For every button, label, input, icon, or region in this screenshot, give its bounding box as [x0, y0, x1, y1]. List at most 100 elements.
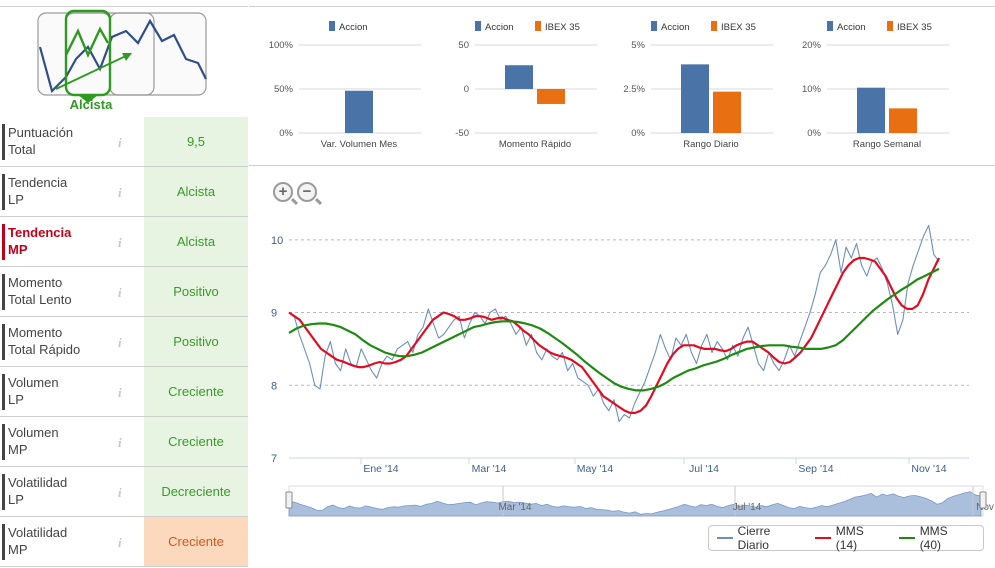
bar-ibex[interactable]: [889, 108, 917, 133]
mini-chart: 100% 50% 0% Accion Var. Volumen Mes: [249, 7, 429, 165]
x-axis-label: Rango Diario: [683, 139, 738, 150]
price-chart-plot: 10 9 8 7 Ene '14 Mar '14 May '14 Jul '14 Sep '14…: [271, 224, 994, 517]
y-tick-label: 5%: [631, 40, 645, 51]
metric-value: Positivo: [144, 267, 248, 316]
series-cierre-diario[interactable]: [288, 224, 940, 423]
price-chart[interactable]: + − 10 9 8 7 Ene '14 Mar '14 May '14 Jul '14 Sep…: [249, 168, 995, 568]
y-tick-label: 0%: [279, 128, 293, 139]
legend-label: Cierre Diario: [737, 524, 771, 552]
metric-label: Volatilidad MP: [8, 525, 68, 557]
legend-item-mms40[interactable]: MMS (40): [899, 524, 971, 552]
x-tick-label: Sep '14: [798, 463, 833, 475]
info-icon[interactable]: i: [118, 385, 122, 400]
x-tick-label: Mar '14: [472, 463, 507, 475]
series-mms14[interactable]: [288, 256, 940, 414]
metric-row: Volumen MP i Creciente: [0, 417, 248, 467]
row-marker: [2, 524, 5, 560]
row-marker: [2, 374, 5, 410]
mini-chart: 20% 10% 0% Accion IBEX 35 Rango Semanal: [777, 7, 957, 165]
y-tick-label: 7: [271, 453, 277, 465]
legend-swatch-icon: [711, 21, 717, 31]
metric-label: Volumen MP: [8, 425, 59, 457]
navigator-label: Mar '14: [498, 502, 531, 513]
legend-label[interactable]: Accion: [485, 22, 514, 33]
x-tick-label: Ene '14: [363, 463, 398, 475]
legend-label[interactable]: IBEX 35: [897, 22, 932, 33]
legend-label[interactable]: Accion: [837, 22, 866, 33]
line-swatch-icon: [815, 537, 831, 539]
legend-label[interactable]: Accion: [661, 22, 690, 33]
zoom-out-button[interactable]: −: [297, 182, 317, 202]
row-marker: [2, 174, 5, 210]
y-tick-label: 50: [458, 40, 469, 51]
row-marker: [2, 274, 5, 310]
x-tick-label: Nov '14: [911, 463, 946, 475]
row-marker: [2, 124, 5, 160]
bar-accion[interactable]: [505, 65, 533, 89]
metric-row: Volumen LP i Creciente: [0, 367, 248, 417]
info-icon[interactable]: i: [118, 435, 122, 450]
legend-label: MMS (14): [835, 524, 864, 552]
line-swatch-icon: [717, 537, 733, 539]
legend-swatch-icon: [535, 21, 541, 31]
y-tick-label: 2.5%: [623, 84, 645, 95]
zoom-in-button[interactable]: +: [273, 182, 293, 202]
info-icon[interactable]: i: [118, 235, 122, 250]
metric-value: Positivo: [144, 317, 248, 366]
x-tick-label: May '14: [577, 463, 614, 475]
info-icon[interactable]: i: [118, 485, 122, 500]
legend-swatch-icon: [827, 21, 833, 31]
y-tick-label: 8: [271, 380, 277, 392]
bar-accion[interactable]: [857, 87, 885, 133]
bar-accion[interactable]: [681, 64, 709, 133]
y-tick-label: 0%: [807, 128, 821, 139]
trend-label: Alcista: [69, 97, 113, 112]
legend-label: MMS (40): [919, 524, 948, 552]
x-axis-label: Rango Semanal: [853, 139, 921, 150]
y-tick-label: 10%: [802, 84, 822, 95]
legend-label[interactable]: IBEX 35: [545, 22, 580, 33]
legend-item-cierre[interactable]: Cierre Diario: [717, 524, 803, 552]
info-icon[interactable]: i: [118, 335, 122, 350]
metric-row: Momento Total Rápido i Positivo: [0, 317, 248, 367]
navigator-handle-left[interactable]: [285, 491, 293, 509]
row-marker: [2, 224, 5, 260]
legend-label[interactable]: IBEX 35: [721, 22, 756, 33]
y-tick-label: 20%: [802, 40, 822, 51]
bar-ibex[interactable]: [713, 91, 741, 133]
metric-label: Tendencia LP: [8, 175, 68, 207]
metric-value: Creciente: [144, 367, 248, 416]
row-marker: [2, 324, 5, 360]
mini-chart-svg: 20% 10% 0% Accion IBEX 35 Rango Semanal: [802, 21, 949, 150]
navigator-label: Jul '14: [733, 502, 762, 513]
legend-label[interactable]: Accion: [339, 22, 368, 33]
info-icon[interactable]: i: [118, 185, 122, 200]
bar-ibex[interactable]: [537, 89, 565, 104]
metric-value: Creciente: [144, 417, 248, 466]
metric-label: Volatilidad LP: [8, 475, 68, 507]
legend-swatch-icon: [475, 21, 481, 31]
metric-value: Decreciente: [144, 467, 248, 516]
y-tick-label: 100%: [269, 40, 294, 51]
line-swatch-icon: [899, 537, 915, 539]
info-icon[interactable]: i: [118, 135, 122, 150]
series-mms40[interactable]: [288, 267, 940, 392]
mini-chart-svg: 100% 50% 0% Accion Var. Volumen Mes: [269, 21, 421, 150]
metric-label: Volumen LP: [8, 375, 59, 407]
legend-item-mms14[interactable]: MMS (14): [815, 524, 887, 552]
indicator-panel: Alcista Puntuación Total i 9,5 Tendencia LP…: [0, 6, 248, 567]
bar-accion[interactable]: [345, 90, 373, 133]
metric-row: Volatilidad MP i Creciente: [0, 517, 248, 567]
info-icon[interactable]: i: [118, 285, 122, 300]
trend-thumbnail-icon: [37, 9, 207, 103]
metric-row: Tendencia MP i Alcista: [0, 217, 248, 267]
mini-chart-svg: 5% 2.5% 0% Accion IBEX 35 Rango Diario: [623, 21, 773, 150]
navigator-handle-right[interactable]: [979, 491, 987, 509]
y-tick-label: 0: [464, 84, 469, 95]
metric-row: Puntuación Total i 9,5: [0, 117, 248, 167]
y-tick-label: 50%: [274, 84, 294, 95]
metric-label: Puntuación Total: [8, 125, 74, 157]
info-icon[interactable]: i: [118, 535, 122, 550]
metric-value: Alcista: [144, 167, 248, 216]
